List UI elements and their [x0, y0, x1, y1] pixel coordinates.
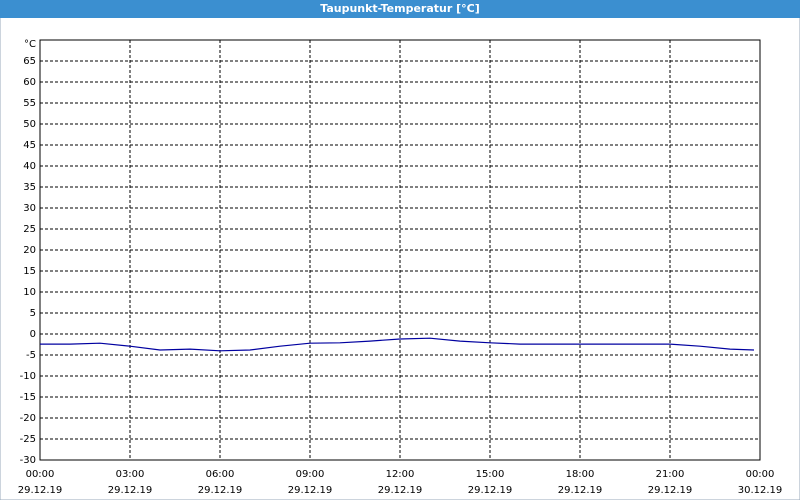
title-bar: [0, 0, 800, 18]
x-tick-label: 00:00: [26, 469, 55, 480]
y-tick-label: 5: [30, 308, 36, 319]
x-tick-label: 15:00: [476, 469, 505, 480]
x-tick-date: 29.12.19: [18, 485, 63, 496]
x-tick-date: 29.12.19: [648, 485, 693, 496]
y-tick-label: 60: [23, 77, 36, 88]
y-tick-label: 40: [23, 161, 36, 172]
y-tick-label: 55: [23, 98, 36, 109]
y-tick-label: -20: [20, 413, 36, 424]
x-tick-date: 29.12.19: [558, 485, 603, 496]
y-tick-label: -15: [20, 392, 36, 403]
x-tick-label: 12:00: [386, 469, 415, 480]
x-tick-label: 09:00: [296, 469, 325, 480]
x-tick-label: 06:00: [206, 469, 235, 480]
x-tick-date: 29.12.19: [198, 485, 243, 496]
y-tick-label: -5: [26, 350, 36, 361]
y-tick-label: -25: [20, 434, 36, 445]
y-tick-label: 25: [23, 224, 36, 235]
y-tick-label: -30: [20, 455, 36, 466]
y-axis-label: °C: [24, 39, 36, 50]
y-tick-label: 20: [23, 245, 36, 256]
y-tick-label: 30: [23, 203, 36, 214]
x-tick-label: 00:00: [746, 469, 775, 480]
y-tick-label: 45: [23, 140, 36, 151]
y-tick-label: -10: [20, 371, 36, 382]
y-tick-label: 65: [23, 56, 36, 67]
y-tick-label: 0: [30, 329, 36, 340]
plot-border: [39, 39, 761, 461]
x-tick-label: 21:00: [656, 469, 685, 480]
x-tick-date: 30.12.19: [738, 485, 783, 496]
data-line: [40, 337, 755, 352]
x-tick-label: 18:00: [566, 469, 595, 480]
chart-title: Taupunkt-Temperatur [°C]: [320, 2, 480, 15]
x-tick-date: 29.12.19: [108, 485, 153, 496]
x-tick-date: 29.12.19: [468, 485, 513, 496]
x-tick-date: 29.12.19: [288, 485, 333, 496]
y-tick-label: 10: [23, 287, 36, 298]
x-tick-date: 29.12.19: [378, 485, 423, 496]
y-tick-label: 50: [23, 119, 36, 130]
y-tick-label: 15: [23, 266, 36, 277]
x-tick-label: 03:00: [116, 469, 145, 480]
y-tick-label: 35: [23, 182, 36, 193]
